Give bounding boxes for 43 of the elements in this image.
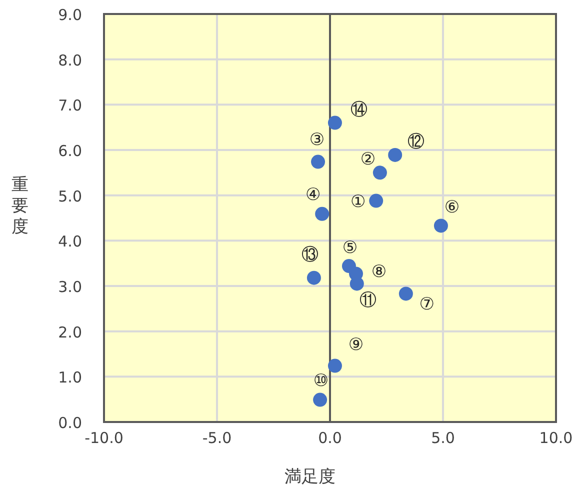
annotation: ① (350, 192, 366, 212)
y-tick-label: 8.0 (58, 51, 82, 70)
annotation: ⑬ (301, 244, 318, 265)
annotation: ⑥ (444, 198, 460, 218)
annotation: ③ (309, 130, 325, 150)
y-tick-label: 4.0 (58, 232, 82, 251)
annotation: ⑪ (359, 290, 376, 311)
point (311, 154, 326, 169)
x-tick-label: -10.0 (84, 429, 124, 447)
annotation: ⑤ (342, 238, 358, 258)
point (328, 358, 342, 373)
point (372, 166, 387, 180)
y-tick-label: 7.0 (58, 96, 82, 115)
annotation: ⑫ (408, 132, 425, 152)
point (398, 286, 413, 301)
point (369, 194, 384, 208)
y-tick-label: 5.0 (58, 187, 82, 206)
x-tick-label: 0.0 (318, 429, 342, 447)
point (350, 276, 364, 291)
annotation: ⑦ (419, 294, 435, 315)
y-axis-title: 重要度 (12, 175, 28, 237)
x-axis-title: 満足度 (284, 467, 336, 487)
annotation: ④ (305, 184, 321, 205)
x-tick-label: -5.0 (202, 429, 232, 447)
y-tick-label: 0.0 (58, 414, 82, 432)
x-tick-label: 10.0 (539, 429, 573, 447)
annotation: ⑨ (348, 334, 364, 355)
y-tick-label: 6.0 (58, 142, 82, 160)
point (434, 218, 448, 233)
y-tick-label: 1.0 (58, 368, 82, 387)
annotation: ⑧ (371, 262, 387, 282)
y-tick-label: 3.0 (58, 278, 82, 296)
annotation: ② (360, 150, 376, 170)
point (306, 270, 321, 285)
annotation: ⑩ (313, 370, 329, 391)
y-tick-label: 9.0 (58, 6, 82, 24)
point (315, 206, 330, 221)
y-tick-label: 2.0 (58, 323, 82, 342)
x-tick-label: 5.0 (431, 429, 455, 447)
annotation: ⑭ (350, 100, 368, 120)
point (388, 148, 402, 162)
point (328, 116, 342, 130)
point (313, 392, 328, 407)
